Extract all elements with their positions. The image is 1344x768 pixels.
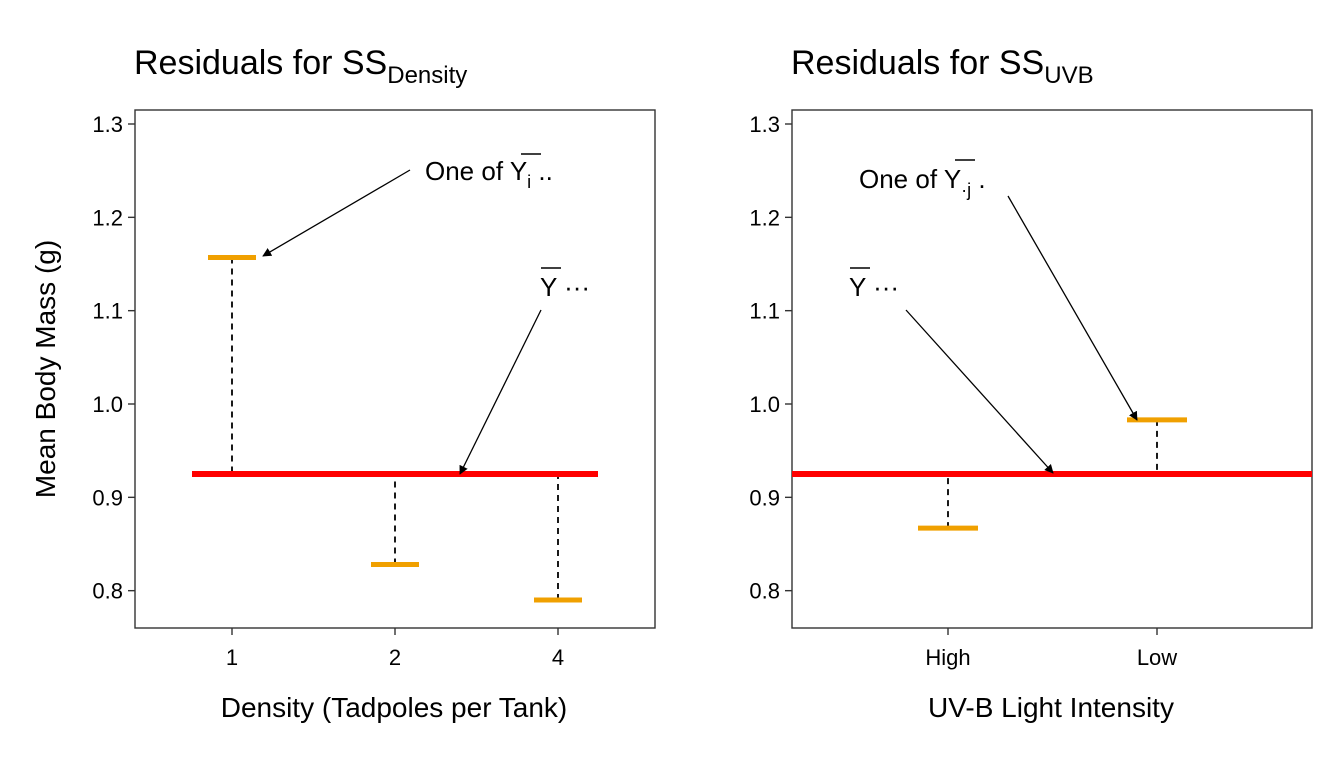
- group-mean-annotation-symbol: Y: [510, 156, 527, 186]
- grand-mean-annotation-suffix: ···: [557, 272, 590, 302]
- annotation-arrow: [459, 309, 542, 475]
- uvb-plot-frame: [791, 109, 1313, 629]
- group-mean-annotation-symbol: Y: [944, 164, 961, 194]
- group-mean-annotation-prefix: One of: [859, 164, 944, 194]
- group-mean-annotation-suffix: ..: [531, 156, 553, 186]
- uvb-marks: [792, 417, 1312, 531]
- x-tick-label: High: [925, 645, 970, 670]
- y-tick-label: 1.0: [92, 392, 123, 417]
- y-tick-label: 1.2: [749, 205, 780, 230]
- density-x-axis-title: Density (Tadpoles per Tank): [221, 692, 568, 723]
- uvb-title-main: Residuals for SS: [791, 44, 1044, 82]
- density-panel: Residuals for SSDensity 0.8 0.9 1.0 1.1 1.2 1…: [30, 44, 656, 723]
- y-tick-label: 1.1: [92, 299, 123, 324]
- y-tick-label: 1.3: [749, 112, 780, 137]
- grand-mean-annotation: Y ···: [540, 272, 590, 302]
- y-tick-label: 0.9: [749, 485, 780, 510]
- uvb-title-subscript: UVB: [1044, 62, 1093, 89]
- y-tick-label: 0.8: [92, 579, 123, 604]
- density-x-axis: 1 2 4: [226, 628, 564, 670]
- group-mean-annotation-prefix: One of: [425, 156, 510, 186]
- grand-mean-annotation-suffix: ···: [866, 272, 899, 302]
- density-title-subscript: Density: [387, 62, 467, 89]
- density-title-main: Residuals for SS: [134, 44, 387, 82]
- annotation-arrow: [262, 169, 411, 257]
- density-y-axis: 0.8 0.9 1.0 1.1 1.2 1.3: [92, 112, 135, 604]
- y-tick-label: 0.8: [749, 579, 780, 604]
- grand-mean-annotation-symbol: Y: [540, 272, 557, 302]
- x-tick-label: Low: [1137, 645, 1177, 670]
- x-tick-label: 1: [226, 645, 238, 670]
- density-chart-title: Residuals for SSDensity: [134, 44, 467, 89]
- y-axis-title: Mean Body Mass (g): [30, 240, 61, 498]
- uvb-y-axis: 0.8 0.9 1.0 1.1 1.2 1.3: [749, 112, 792, 604]
- group-mean-annotation: One of Y·j .: [859, 164, 986, 200]
- y-tick-label: 1.0: [749, 392, 780, 417]
- annotation-arrow: [905, 309, 1054, 474]
- y-tick-label: 1.3: [92, 112, 123, 137]
- uvb-chart-title: Residuals for SSUVB: [791, 44, 1094, 89]
- group-mean-annotation-subscript: ·j: [961, 180, 971, 200]
- uvb-x-axis: High Low: [925, 628, 1177, 670]
- y-tick-label: 1.1: [749, 299, 780, 324]
- grand-mean-annotation: Y ···: [849, 272, 899, 302]
- group-mean-annotation-subscript: i: [527, 172, 531, 192]
- grand-mean-annotation-symbol: Y: [849, 272, 866, 302]
- annotation-arrow: [1007, 195, 1138, 421]
- group-mean-annotation-suffix: .: [971, 164, 985, 194]
- density-marks: [192, 254, 598, 603]
- y-tick-label: 1.2: [92, 205, 123, 230]
- group-mean-annotation: One of Yi ..: [425, 156, 553, 192]
- x-tick-label: 2: [389, 645, 401, 670]
- uvb-x-axis-title: UV-B Light Intensity: [928, 692, 1174, 723]
- uvb-panel: Residuals for SSUVB 0.8 0.9 1.0 1.1 1.2 1.3 H…: [749, 44, 1313, 723]
- y-tick-label: 0.9: [92, 485, 123, 510]
- x-tick-label: 4: [552, 645, 564, 670]
